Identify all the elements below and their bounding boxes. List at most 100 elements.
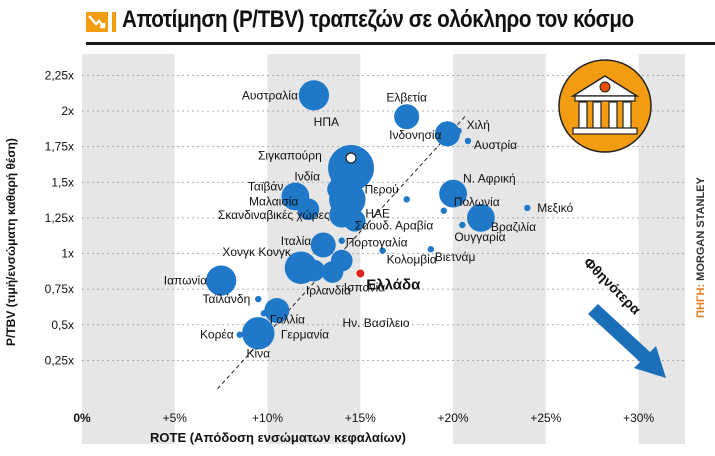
y-tick-label: 0,5x bbox=[51, 318, 74, 332]
data-point bbox=[394, 104, 420, 130]
icon-column bbox=[578, 101, 588, 129]
data-label: Μαλαισία bbox=[249, 194, 298, 208]
data-point bbox=[343, 209, 366, 232]
data-label: Πολωνία bbox=[454, 195, 500, 209]
data-label: Αυστραλία bbox=[242, 88, 298, 102]
x-tick-label: +10% bbox=[252, 411, 283, 425]
data-label: Κολομβία bbox=[387, 253, 437, 267]
data-label: Κίνα bbox=[246, 346, 270, 360]
data-point bbox=[303, 259, 325, 282]
data-label: ΗΑΕ bbox=[365, 206, 390, 220]
data-point bbox=[464, 137, 472, 145]
data-label: ΗΠΑ bbox=[314, 115, 339, 129]
x-band bbox=[82, 54, 175, 444]
data-label: Ισπανία bbox=[344, 281, 385, 295]
title-accent-bar bbox=[112, 12, 116, 32]
title-divider bbox=[86, 42, 715, 45]
data-point bbox=[206, 265, 237, 296]
y-axis-label: P/TBV (τιμή/ενσώματη καθαρή θέση) bbox=[4, 138, 18, 346]
data-point bbox=[338, 237, 345, 244]
x-tick-label: +5% bbox=[163, 411, 188, 425]
icon-beam bbox=[574, 95, 636, 102]
data-label: Περού bbox=[365, 182, 399, 196]
data-label: Ταϊβάν bbox=[248, 180, 283, 194]
data-label: Γερμανία bbox=[281, 328, 329, 342]
data-label: Σιγκαπούρη bbox=[258, 148, 322, 162]
data-label: Ελβετία bbox=[386, 91, 427, 105]
x-tick-label: +20% bbox=[438, 411, 469, 425]
y-tick-label: 0,25x bbox=[45, 353, 74, 367]
data-label: Ν. Αφρική bbox=[463, 172, 516, 186]
data-label: Ελλάδα bbox=[366, 276, 421, 293]
data-label: Σαουδ. Αραβία bbox=[355, 219, 434, 233]
source-value: MORGAN STANLEY bbox=[695, 177, 707, 281]
data-point bbox=[355, 268, 366, 279]
y-tick-label: 2,25x bbox=[45, 68, 74, 82]
data-label: Ινδία bbox=[294, 169, 320, 183]
y-tick-label: 1x bbox=[61, 247, 74, 261]
us-center-marker bbox=[345, 152, 357, 164]
x-tick-label: +25% bbox=[530, 411, 561, 425]
bank-building-icon bbox=[558, 59, 652, 153]
data-point bbox=[379, 247, 386, 254]
arrow-shape bbox=[588, 304, 666, 378]
data-label: Ταϊλάνδη bbox=[203, 292, 251, 306]
data-label: Βιετνάμ bbox=[435, 250, 476, 264]
icon-medallion bbox=[599, 81, 611, 93]
data-point bbox=[403, 196, 410, 203]
data-point bbox=[524, 204, 531, 212]
data-point bbox=[321, 261, 344, 283]
x-tick-label: +15% bbox=[345, 411, 376, 425]
data-point bbox=[327, 178, 349, 201]
scatter-chart: 0,25x 0,5x 0,75x 1x 1,25x 1,5x 1,75x 2x 2,25x 0% +… bbox=[45, 54, 685, 444]
data-point bbox=[297, 198, 320, 221]
icon-column bbox=[608, 101, 618, 129]
title-bar: Αποτίμηση (P/TBV) τραπεζών σε ολόκληρο τ… bbox=[0, 0, 715, 45]
x-band bbox=[453, 54, 546, 444]
data-point bbox=[242, 317, 275, 350]
data-point bbox=[236, 331, 243, 338]
icon-base bbox=[572, 127, 638, 135]
data-point bbox=[439, 179, 467, 208]
data-point bbox=[459, 221, 466, 229]
data-label: Κορέα bbox=[200, 328, 234, 342]
y-tick-label: 0,75x bbox=[45, 282, 74, 296]
data-point bbox=[440, 207, 447, 214]
data-label: Μεξικό bbox=[537, 201, 573, 215]
x-tick-label: 0% bbox=[73, 411, 91, 425]
y-tick-label: 1,75x bbox=[45, 140, 74, 154]
data-label: Ουγγαρία bbox=[454, 230, 505, 244]
data-label: Γαλλία bbox=[270, 312, 305, 326]
data-label: Βραζιλία bbox=[491, 220, 536, 234]
data-label: Ινδονησία bbox=[389, 128, 441, 142]
data-label: Ιταλία bbox=[281, 234, 312, 248]
data-label: Σκανδιναβικές χώρες bbox=[218, 208, 330, 222]
data-point bbox=[298, 80, 330, 111]
icon-circle bbox=[558, 59, 652, 153]
y-tick-label: 2x bbox=[61, 104, 74, 118]
data-label: Πορτογαλία bbox=[346, 236, 408, 250]
chart-title: Αποτίμηση (P/TBV) τραπεζών σε ολόκληρο τ… bbox=[122, 6, 634, 33]
cheaper-arrow-icon bbox=[588, 304, 666, 378]
data-point bbox=[255, 295, 262, 303]
data-point bbox=[260, 310, 268, 317]
data-label: Αυστρία bbox=[474, 138, 517, 152]
data-point bbox=[427, 246, 435, 253]
data-point bbox=[467, 203, 495, 232]
x-tick-label: +30% bbox=[623, 411, 654, 425]
data-point bbox=[264, 297, 290, 324]
icon-column bbox=[592, 101, 602, 129]
data-label: Χιλή bbox=[467, 118, 490, 132]
data-label: Χονγκ Κονγκ bbox=[222, 245, 292, 259]
source-note: ΠΗΓΗ: MORGAN STANLEY bbox=[695, 177, 707, 318]
data-label: Ιρλανδία bbox=[306, 284, 351, 298]
data-point bbox=[455, 127, 462, 135]
data-point bbox=[435, 121, 461, 147]
icon-column bbox=[622, 101, 632, 129]
data-label: Ην. Βασίλειο bbox=[342, 316, 409, 330]
y-tick-label: 1,5x bbox=[51, 175, 74, 189]
y-tick-label: 1,25x bbox=[45, 211, 74, 225]
source-label: ΠΗΓΗ: bbox=[695, 283, 707, 318]
data-label: Ιαπωνία bbox=[164, 274, 207, 288]
trend-arrow-icon bbox=[86, 12, 108, 32]
